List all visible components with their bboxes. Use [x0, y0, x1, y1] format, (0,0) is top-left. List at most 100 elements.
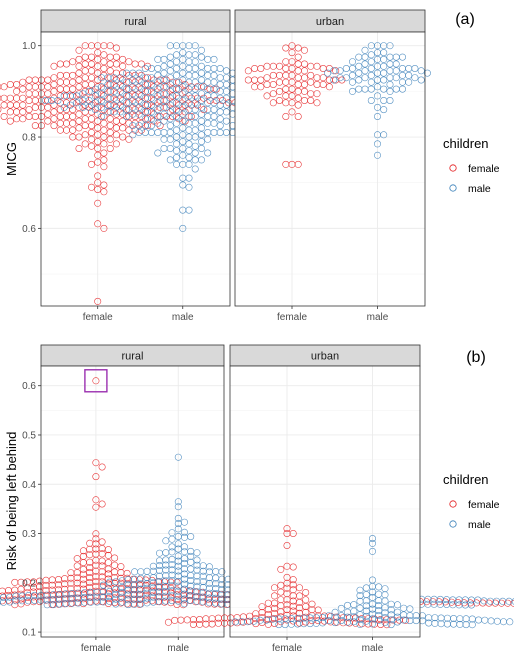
data-point	[277, 581, 285, 589]
data-point	[94, 90, 102, 98]
data-point	[487, 617, 495, 625]
legend-label-female: female	[468, 163, 500, 175]
y-tick-label: 0.2	[22, 578, 36, 589]
data-point	[191, 78, 199, 86]
data-point	[288, 49, 296, 57]
data-point	[75, 97, 83, 105]
data-point	[56, 78, 64, 86]
data-point	[92, 503, 100, 511]
data-point	[111, 554, 119, 562]
data-point	[185, 183, 193, 191]
data-point	[154, 78, 162, 86]
data-point	[79, 580, 87, 588]
data-point	[100, 133, 108, 141]
data-point	[282, 65, 290, 73]
data-point	[123, 106, 131, 114]
data-point	[336, 74, 344, 82]
data-point	[106, 129, 114, 137]
data-point	[81, 115, 89, 123]
data-point	[41, 97, 49, 105]
data-point	[380, 49, 388, 57]
data-point	[307, 97, 315, 105]
data-point	[112, 44, 120, 52]
data-point	[137, 126, 145, 134]
data-point	[0, 106, 2, 113]
data-point	[25, 113, 33, 121]
data-point	[86, 564, 94, 572]
data-point	[173, 106, 181, 114]
data-point	[81, 94, 89, 102]
data-point	[368, 534, 376, 542]
data-point	[81, 131, 89, 139]
data-point	[174, 592, 182, 600]
data-point	[98, 573, 106, 581]
data-point	[383, 621, 391, 629]
data-point	[295, 604, 303, 612]
data-point	[156, 122, 164, 130]
data-point	[289, 581, 297, 589]
data-point	[119, 62, 127, 70]
plot-background	[235, 32, 425, 306]
data-point	[118, 583, 126, 591]
data-point	[144, 115, 152, 123]
data-point	[94, 186, 102, 194]
data-point	[231, 618, 239, 626]
data-point	[179, 151, 187, 159]
data-point	[423, 69, 431, 77]
data-point	[373, 103, 381, 111]
data-point	[294, 160, 302, 168]
data-point	[398, 53, 406, 61]
data-point	[356, 620, 364, 628]
data-point	[106, 115, 114, 123]
data-point	[251, 65, 259, 73]
data-point	[393, 601, 401, 609]
data-point	[480, 597, 488, 605]
data-point	[179, 181, 187, 189]
data-point	[355, 62, 363, 70]
data-point	[275, 621, 283, 629]
data-point	[171, 616, 179, 624]
series-urban-female	[244, 42, 346, 168]
data-point	[104, 551, 112, 559]
data-point	[81, 87, 89, 95]
data-point	[381, 614, 389, 622]
data-point	[0, 84, 2, 90]
data-point	[269, 99, 277, 107]
data-point	[141, 115, 149, 123]
data-point	[174, 519, 182, 527]
data-point	[216, 115, 224, 123]
data-point	[123, 85, 131, 93]
data-point	[210, 113, 218, 121]
data-point	[166, 122, 174, 130]
data-point	[325, 617, 333, 625]
data-point	[166, 115, 174, 123]
data-point	[144, 62, 152, 70]
data-point	[94, 69, 102, 77]
facet-urban: urban female male	[234, 9, 431, 323]
data-point	[210, 78, 218, 86]
data-point	[277, 596, 285, 604]
data-point	[0, 95, 2, 101]
data-point	[6, 108, 14, 116]
data-point	[112, 595, 120, 603]
data-point	[56, 71, 64, 79]
data-point	[191, 142, 199, 150]
data-point	[86, 568, 94, 576]
data-point	[264, 605, 272, 613]
data-point	[193, 556, 201, 564]
data-point	[191, 165, 199, 173]
data-point	[123, 113, 131, 121]
data-point	[100, 224, 108, 232]
data-point	[137, 99, 145, 107]
data-point	[124, 581, 132, 589]
data-point	[31, 122, 39, 130]
data-point	[50, 115, 58, 123]
data-point	[362, 612, 370, 620]
data-point	[137, 92, 145, 100]
data-point	[380, 106, 388, 114]
data-point	[210, 55, 218, 63]
data-point	[198, 83, 206, 91]
facet-urban: urban female male	[164, 344, 514, 654]
data-point	[137, 60, 145, 68]
data-point	[289, 607, 297, 615]
